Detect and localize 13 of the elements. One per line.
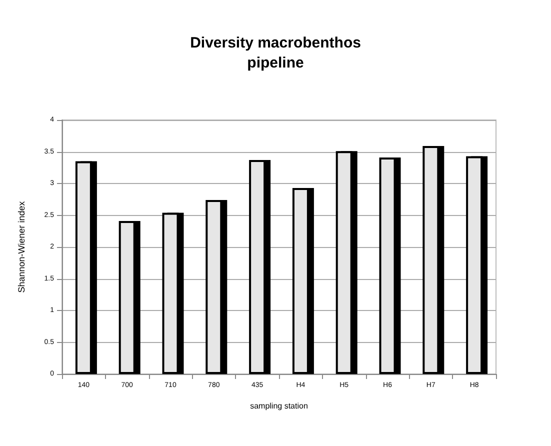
bar bbox=[75, 161, 92, 374]
bar bbox=[336, 151, 352, 374]
bar bbox=[249, 160, 266, 374]
bar bbox=[422, 146, 440, 374]
bar bbox=[162, 212, 179, 374]
x-axis-title: sampling station bbox=[250, 402, 308, 410]
bar bbox=[379, 157, 396, 374]
bar bbox=[466, 156, 483, 374]
bar bbox=[292, 188, 309, 374]
bar bbox=[206, 200, 222, 374]
bar bbox=[118, 220, 136, 374]
chart-title: Diversity macrobenthos pipeline bbox=[190, 34, 361, 72]
y-axis-title: Shannon-Wiener index bbox=[16, 200, 26, 293]
